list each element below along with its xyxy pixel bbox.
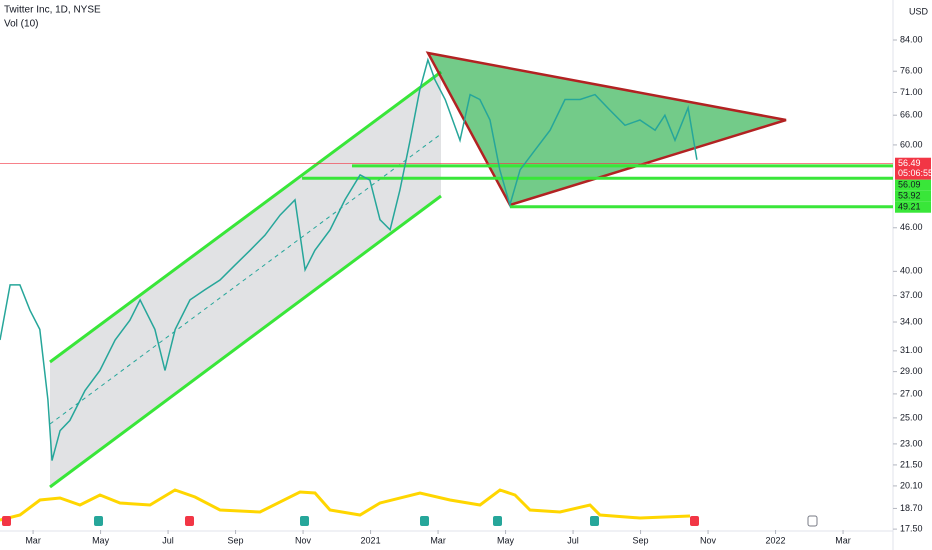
earnings-marker (420, 516, 429, 526)
earnings-marker (2, 516, 11, 526)
y-tick-label: 84.00 (900, 34, 923, 44)
earnings-marker (807, 515, 818, 527)
chart-title: Twitter Inc, 1D, NYSE (4, 5, 101, 16)
channel-lower (49, 194, 442, 489)
earnings-marker (493, 516, 502, 526)
level-price-box (895, 201, 931, 213)
currency: USD (909, 6, 929, 16)
x-tick-label: Nov (295, 535, 312, 545)
earnings-marker (690, 516, 699, 526)
y-tick-label: 17.50 (900, 523, 923, 533)
earnings-marker (300, 516, 309, 526)
y-tick-label: 76.00 (900, 66, 923, 76)
earnings-marker (590, 516, 599, 526)
x-tick-label: Nov (700, 535, 717, 545)
x-tick-label: Sep (228, 535, 244, 545)
x-tick-label: Sep (633, 535, 649, 545)
y-tick-label: 27.00 (900, 388, 923, 398)
y-tick-label: 25.00 (900, 412, 923, 422)
price-line (0, 57, 698, 461)
last-price-label: 56.49 (898, 158, 921, 168)
y-tick-label: 29.00 (900, 366, 923, 376)
earnings-marker (185, 516, 194, 526)
level-price-label: 56.09 (898, 180, 921, 190)
y-tick-label: 60.00 (900, 139, 923, 149)
x-tick-label: Jul (162, 535, 174, 545)
countdown: 05:06:55 (898, 168, 932, 178)
x-tick-label: Mar (25, 535, 41, 545)
x-tick-label: Mar (835, 535, 851, 545)
earnings-marker (94, 516, 103, 526)
x-tick-label: Jul (567, 535, 579, 545)
channel-mid (49, 133, 442, 425)
y-tick-label: 31.00 (900, 345, 923, 355)
x-tick-label: May (92, 535, 110, 545)
volume-ma (0, 488, 691, 522)
x-tick-label: 2022 (766, 535, 786, 545)
level-price-label: 53.92 (898, 191, 921, 201)
earnings-markers (2, 515, 818, 527)
y-tick-label: 18.70 (900, 503, 923, 513)
x-tick-label: May (497, 535, 515, 545)
channel-upper (49, 70, 442, 364)
level-price-label: 49.21 (898, 202, 921, 212)
level-price-box (895, 179, 931, 191)
y-tick-label: 34.00 (900, 316, 923, 326)
level-price-box (895, 190, 931, 202)
y-tick-label: 66.00 (900, 110, 923, 120)
y-tick-label: 37.00 (900, 290, 923, 300)
y-tick-label: 21.50 (900, 459, 923, 469)
y-tick-label: 23.00 (900, 438, 923, 448)
volume-label: Vol (10) (4, 19, 38, 30)
y-tick-label: 20.10 (900, 480, 923, 490)
last-price-box (895, 157, 931, 180)
x-tick-label: 2021 (361, 535, 381, 545)
y-tick-label: 40.00 (900, 266, 923, 276)
y-tick-label: 71.00 (900, 87, 923, 97)
y-tick-label: 46.00 (900, 222, 923, 232)
x-tick-label: Mar (430, 535, 446, 545)
